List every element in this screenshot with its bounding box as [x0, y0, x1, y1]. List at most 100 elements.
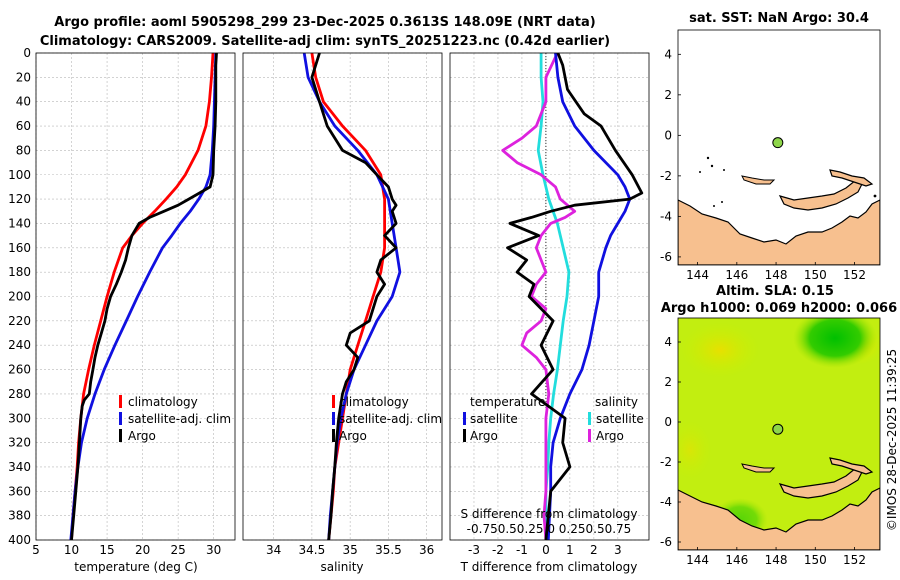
difference-axis-label: T difference from climatology [460, 560, 638, 574]
x-tick-label: 34.5 [299, 543, 326, 557]
difference-series [501, 53, 644, 540]
sla-high-patch [678, 420, 712, 480]
new-britain-land [778, 467, 863, 499]
depth-tick-label: 380 [8, 509, 31, 523]
sst-map-frame [677, 29, 881, 266]
legend-swatch-argo [119, 429, 122, 442]
legend-title-temperature: temperature [470, 395, 545, 409]
small-island [706, 156, 710, 160]
map-y-tick-label: -4 [660, 495, 672, 509]
map-y-tick-label: 2 [664, 375, 672, 389]
new-ireland-land [829, 169, 874, 187]
difference-plot-frame [449, 52, 650, 541]
legend-swatch-satellite [119, 412, 122, 425]
map-x-tick-label: 146 [725, 268, 748, 282]
x-tick-label: -3 [468, 543, 480, 557]
x-tick-label: 30 [206, 543, 221, 557]
depth-tick-label: 340 [8, 460, 31, 474]
map-x-tick-label: 152 [843, 553, 866, 567]
x-tick-label: 35.5 [375, 543, 402, 557]
map-y-tick-label: -4 [660, 209, 672, 223]
salinity-difference-axis-label: S difference from climatology [461, 507, 638, 521]
x-tick-label: 0 [542, 543, 550, 557]
sla-high-patch [680, 322, 760, 378]
depth-tick-label: 300 [8, 411, 31, 425]
map-y-tick-label: 4 [664, 335, 672, 349]
sla-map-frame [677, 317, 881, 551]
legend-label-argo: Argo [128, 429, 156, 443]
map-y-tick-label: -6 [660, 535, 672, 549]
legend-label-argo: Argo [339, 429, 367, 443]
x-tick-label: 25 [171, 543, 186, 557]
legend-label-temp-satellite: satellite [470, 412, 518, 426]
small-island [873, 194, 877, 198]
depth-tick-label: 160 [8, 241, 31, 255]
legend-label-climatology: climatology [339, 395, 409, 409]
difference-grid [450, 52, 649, 541]
small-island [741, 463, 776, 473]
argo-location-marker [772, 423, 784, 435]
temperature-legend: climatology satellite-adj. clim Argo [119, 395, 231, 443]
legend-swatch-temp-satellite [463, 412, 466, 425]
new-guinea-land [678, 199, 880, 265]
series-line-salinity-argo [501, 53, 577, 540]
series-line-argo [70, 53, 218, 540]
legend-label-sal-argo: Argo [596, 429, 624, 443]
map-y-tick-label: 2 [664, 88, 672, 102]
map-x-tick-label: 150 [804, 268, 827, 282]
x-tick-label: 5 [32, 543, 40, 557]
legend-swatch-sal-argo [588, 429, 591, 442]
legend-label-sal-satellite: satellite [596, 412, 644, 426]
legend-swatch-temp-argo [463, 429, 466, 442]
depth-tick-label: 60 [16, 119, 31, 133]
temperature-plot-frame [35, 52, 236, 541]
title-line-1: Argo profile: aoml 5905298_299 23-Dec-20… [54, 15, 595, 30]
series-line-temperature-argo [506, 53, 644, 540]
map-x-tick-label: 146 [725, 553, 748, 567]
series-line-salinity-satellite [536, 53, 571, 540]
salinity-difference-ticks: -0.750.50.25 0 0.250.50.75 [467, 522, 632, 536]
salinity-series [302, 53, 402, 540]
sst-map-axes: 144 146 148 150 152 4 2 0 -2 -4 -6 [660, 47, 866, 282]
x-tick-label: -1 [516, 543, 528, 557]
x-tick-label: 36 [419, 543, 434, 557]
sla-map-title-1: Altim. SLA: 0.15 [716, 284, 834, 299]
depth-tick-label: 200 [8, 290, 31, 304]
temperature-series [69, 53, 218, 540]
sla-map-title-2: Argo h1000: 0.069 h2000: 0.066 [661, 301, 897, 316]
legend-swatch-sal-satellite [588, 412, 591, 425]
new-guinea-land [678, 487, 880, 550]
map-y-tick-label: -2 [660, 169, 672, 183]
depth-tick-label: 320 [8, 436, 31, 450]
x-tick-label: 20 [135, 543, 150, 557]
legend-swatch-argo [332, 429, 335, 442]
depth-tick-label: 120 [8, 192, 31, 206]
new-britain-land [778, 179, 863, 211]
depth-tick-label: 220 [8, 314, 31, 328]
map-x-tick-label: 144 [686, 553, 709, 567]
x-tick-label: 15 [99, 543, 114, 557]
small-island [721, 201, 723, 203]
x-tick-label: 10 [64, 543, 79, 557]
depth-tick-label: 100 [8, 168, 31, 182]
map-x-tick-label: 144 [686, 268, 709, 282]
map-y-tick-label: -2 [660, 455, 672, 469]
depth-tick-label: 140 [8, 216, 31, 230]
x-tick-label: 3 [614, 543, 622, 557]
depth-tick-label: 40 [16, 95, 31, 109]
depth-tick-label: 80 [16, 143, 31, 157]
salinity-plot-frame [242, 52, 443, 541]
map-x-tick-label: 150 [804, 553, 827, 567]
legend-swatch-climatology [119, 395, 122, 408]
map-y-tick-label: -6 [660, 250, 672, 264]
depth-tick-label: 280 [8, 387, 31, 401]
map-x-tick-label: 148 [765, 553, 788, 567]
map-x-tick-label: 152 [843, 268, 866, 282]
depth-tick-label: 260 [8, 363, 31, 377]
salinity-legend: climatology satellite-adj. clim Argo [332, 395, 442, 443]
argo-location-marker [772, 137, 784, 149]
x-tick-label: 1 [566, 543, 574, 557]
sst-map [678, 30, 880, 265]
depth-tick-label: 240 [8, 338, 31, 352]
